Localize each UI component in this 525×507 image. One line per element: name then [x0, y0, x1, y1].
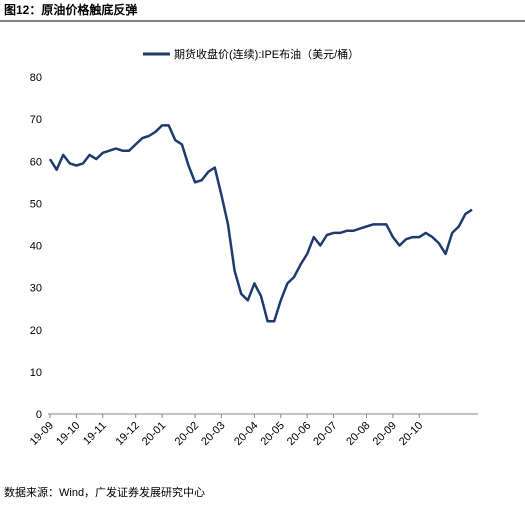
y-tick-label: 80 [30, 72, 42, 84]
x-tick-label: 20-10 [397, 420, 425, 448]
x-tick-label: 19-10 [54, 420, 82, 448]
x-tick-label: 20-04 [232, 420, 260, 448]
x-tick-label: 20-01 [140, 420, 168, 448]
y-tick-label: 60 [30, 156, 42, 168]
x-tick-label: 20-08 [344, 420, 372, 448]
x-tick-label: 19-12 [113, 420, 141, 448]
x-tick-label: 20-09 [371, 420, 399, 448]
series-line [48, 124, 473, 323]
y-tick-label: 10 [30, 367, 42, 379]
x-tick-label: 19-11 [81, 420, 109, 448]
figure-title: 图12：原油价格触底反弹 [4, 2, 137, 17]
y-tick-label: 40 [30, 241, 42, 253]
y-tick-label: 30 [30, 283, 42, 295]
x-tick-label: 20-02 [173, 420, 201, 448]
x-tick-label: 20-05 [259, 420, 287, 448]
x-tick-label: 20-07 [311, 420, 339, 448]
x-tick-label: 20-06 [285, 420, 313, 448]
source-note: 数据来源：Wind，广发证券发展研究中心 [4, 485, 205, 499]
legend-label: 期货收盘价(连续):IPE布油（美元/桶） [174, 47, 359, 61]
y-tick-label: 0 [36, 409, 42, 421]
x-tick-label: 19-09 [28, 420, 56, 448]
y-tick-label: 70 [30, 114, 42, 126]
y-tick-label: 50 [30, 198, 42, 210]
x-tick-label: 20-03 [199, 420, 227, 448]
y-tick-label: 20 [30, 325, 42, 337]
